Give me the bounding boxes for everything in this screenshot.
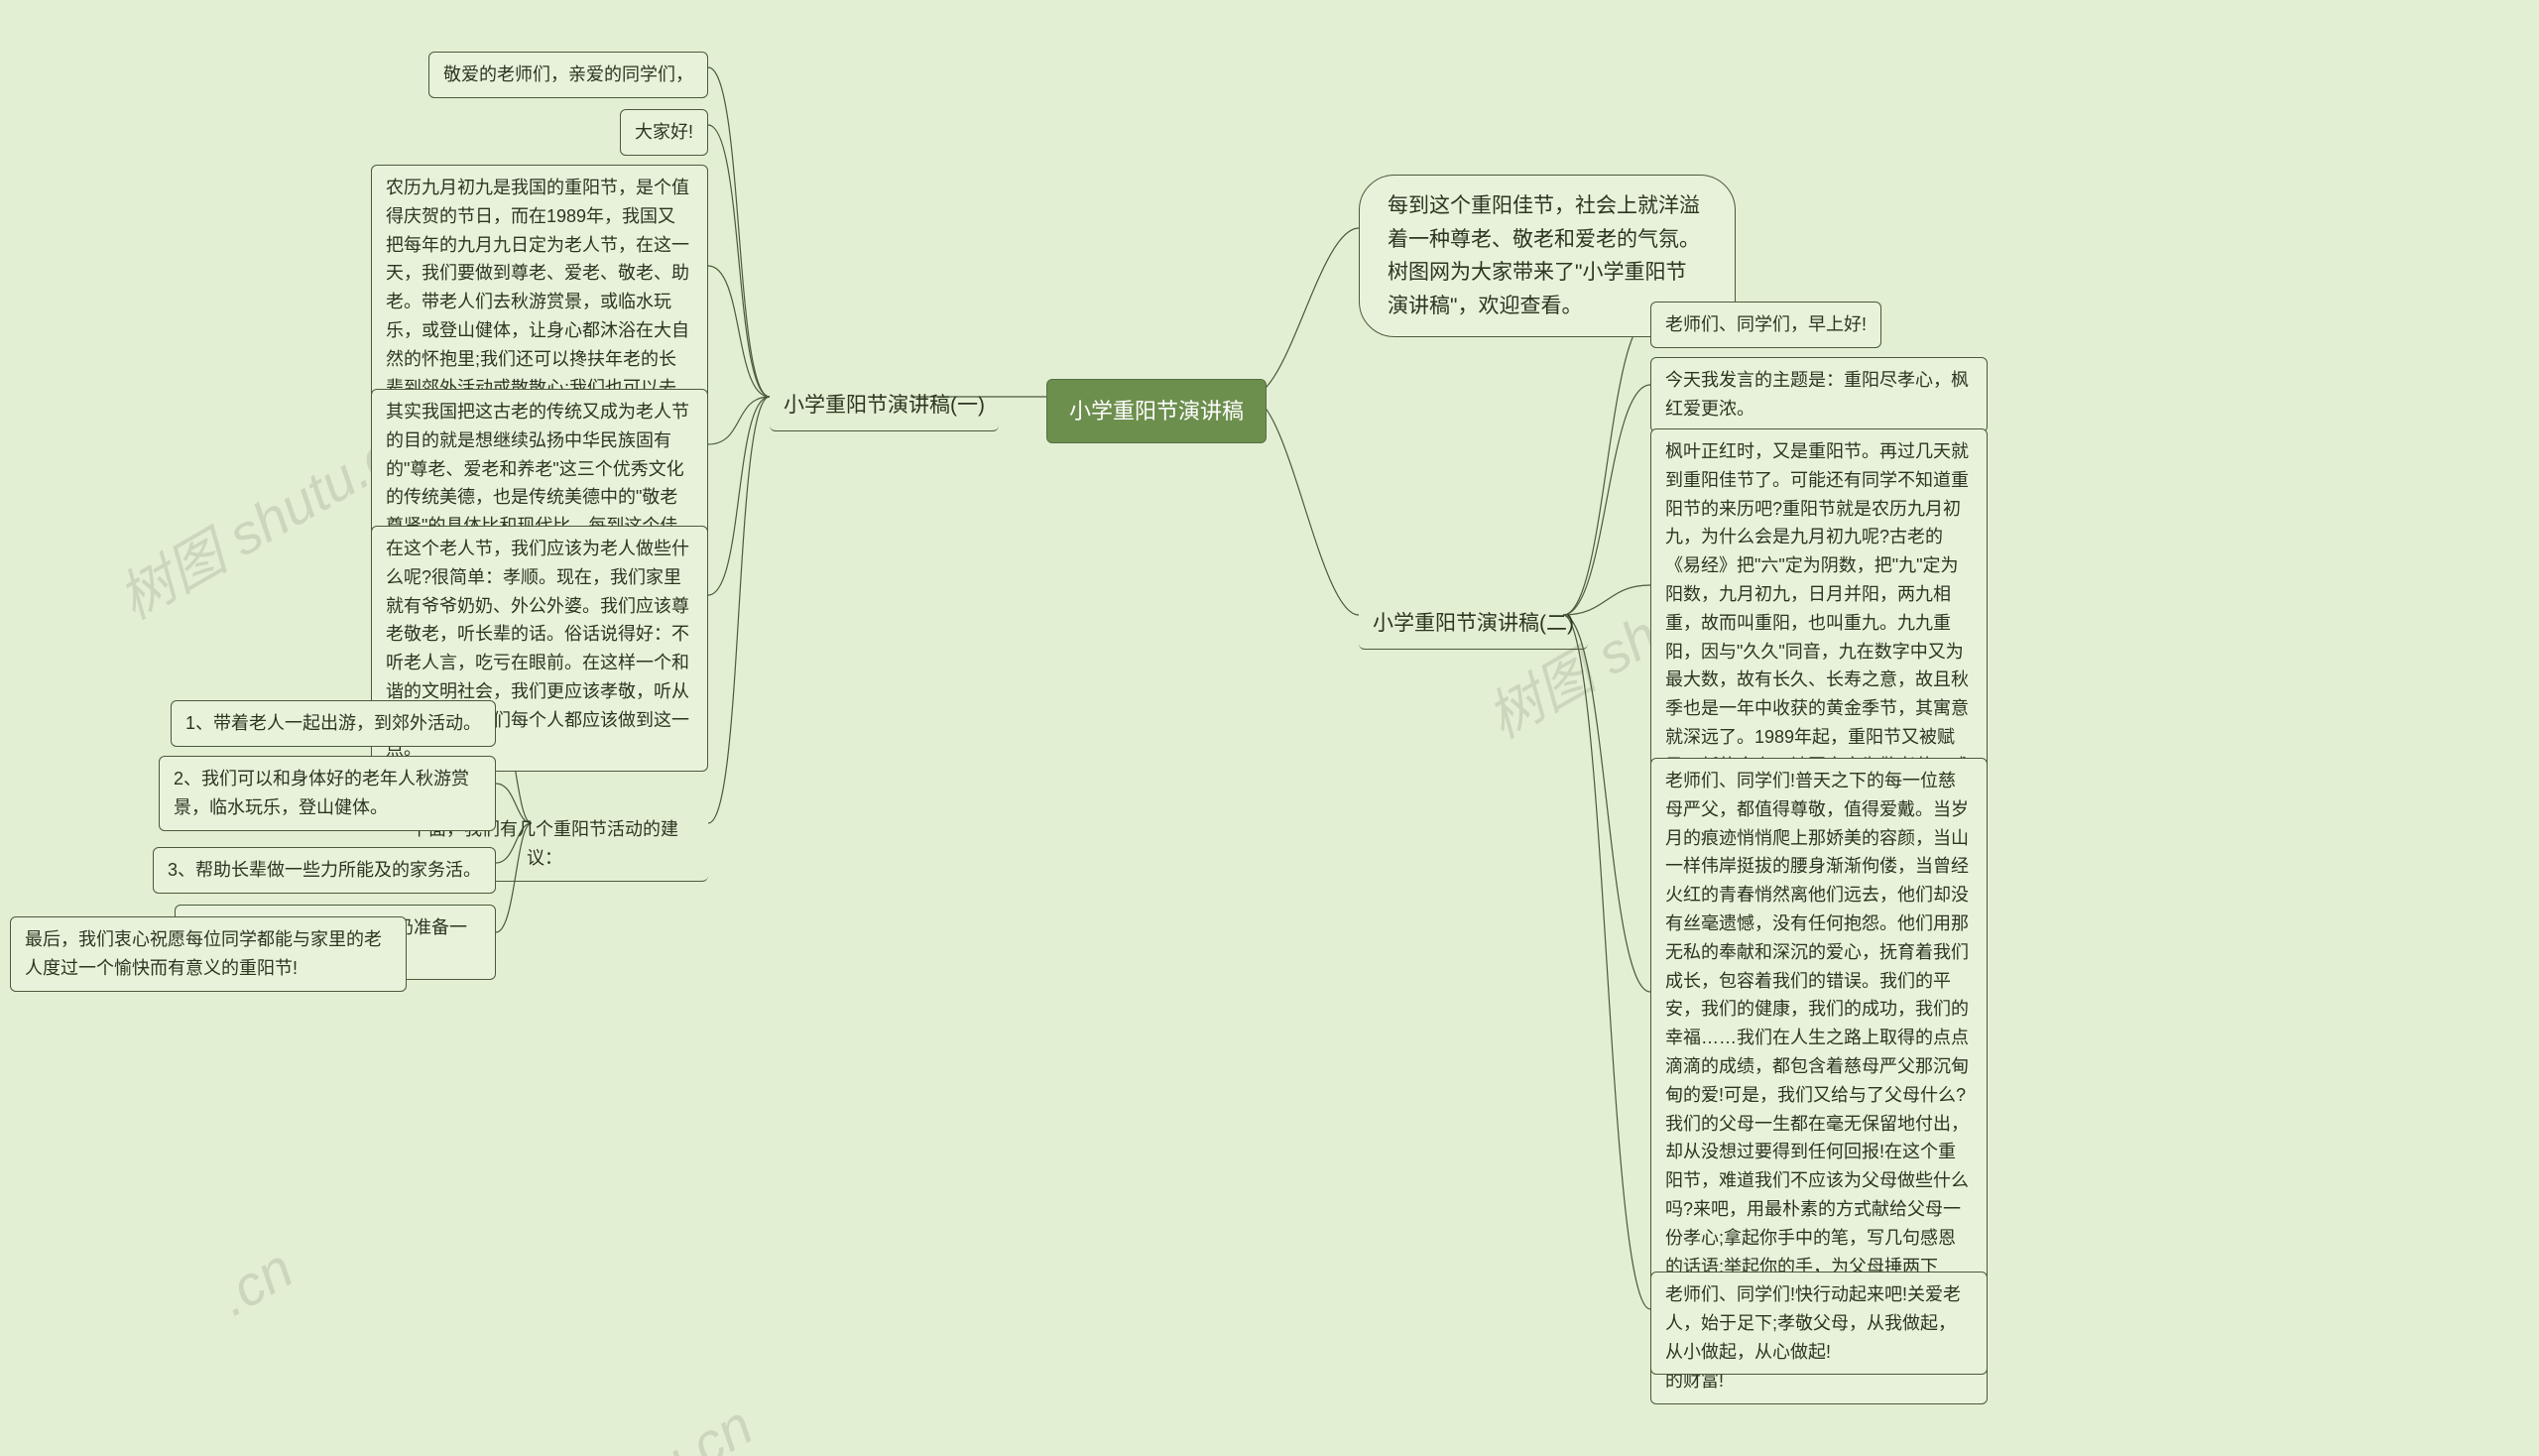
left-branch: 小学重阳节演讲稿(一) xyxy=(770,381,999,431)
watermark: .cn xyxy=(207,1236,303,1329)
text: 3、帮助长辈做一些力所能及的家务活。 xyxy=(168,860,481,880)
text: 今天我发言的主题是：重阳尽孝心，枫红爱更浓。 xyxy=(1665,370,1969,419)
text: 敬爱的老师们，亲爱的同学们， xyxy=(443,64,693,84)
right-branch-label: 小学重阳节演讲稿(二) xyxy=(1373,612,1574,635)
text: 最后，我们衷心祝愿每位同学都能与家里的老人度过一个愉快而有意义的重阳节! xyxy=(25,929,382,978)
left-f-s2: 2、我们可以和身体好的老年人秋游赏景，临水玩乐，登山健体。 xyxy=(159,756,496,831)
right-item-e: 老师们、同学们!快行动起来吧!关爱老人，始于足下;孝敬父母，从我做起，从小做起，… xyxy=(1650,1272,1988,1375)
root-title: 小学重阳节演讲稿 xyxy=(1069,399,1244,424)
right-item-a: 老师们、同学们，早上好! xyxy=(1650,302,1881,348)
text: 老师们、同学们!快行动起来吧!关爱老人，始于足下;孝敬父母，从我做起，从小做起，… xyxy=(1665,1284,1961,1362)
left-f-s3: 3、帮助长辈做一些力所能及的家务活。 xyxy=(153,847,496,894)
root-node: 小学重阳节演讲稿 xyxy=(1046,379,1267,443)
text: 1、带着老人一起出游，到郊外活动。 xyxy=(185,713,481,733)
right-branch: 小学重阳节演讲稿(二) xyxy=(1359,599,1588,650)
watermark: tu.cn xyxy=(627,1393,764,1456)
text: 2、我们可以和身体好的老年人秋游赏景，临水玩乐，登山健体。 xyxy=(174,769,469,817)
left-f-s1: 1、带着老人一起出游，到郊外活动。 xyxy=(171,700,496,747)
text: 大家好! xyxy=(635,122,693,142)
left-item-a: 敬爱的老师们，亲爱的同学们， xyxy=(428,52,708,98)
left-item-b: 大家好! xyxy=(620,109,708,156)
left-f-last-visible: 最后，我们衷心祝愿每位同学都能与家里的老人度过一个愉快而有意义的重阳节! xyxy=(10,916,407,992)
text: 每到这个重阳佳节，社会上就洋溢着一种尊老、敬老和爱老的气氛。树图网为大家带来了"… xyxy=(1388,194,1700,317)
left-branch-label: 小学重阳节演讲稿(一) xyxy=(784,394,985,417)
text: 老师们、同学们，早上好! xyxy=(1665,314,1867,334)
right-item-b: 今天我发言的主题是：重阳尽孝心，枫红爱更浓。 xyxy=(1650,357,1988,432)
